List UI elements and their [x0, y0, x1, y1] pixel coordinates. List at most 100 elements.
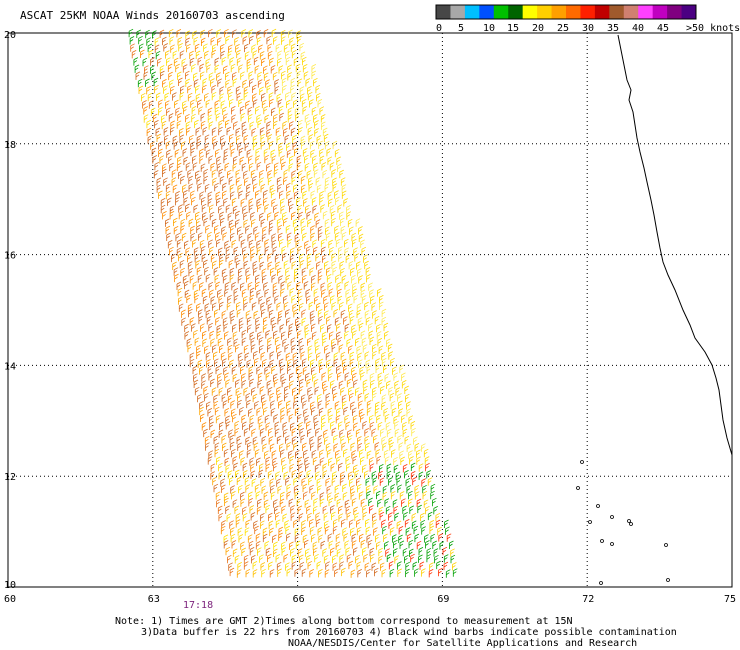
wind-barb [174, 149, 180, 158]
wind-barb [302, 483, 308, 493]
wind-barb [135, 71, 141, 80]
wind-barb [289, 463, 295, 473]
wind-barb [361, 295, 367, 304]
wind-barb [336, 365, 341, 374]
wind-barb [173, 141, 179, 150]
wind-barb [261, 93, 266, 102]
wind-barb [239, 156, 245, 165]
wind-barb [222, 317, 228, 326]
wind-barb [302, 366, 308, 375]
wind-barb [376, 455, 382, 465]
wind-barb [248, 71, 254, 80]
wind-barb [321, 162, 327, 171]
wind-barb [312, 205, 318, 214]
wind-barb [268, 561, 273, 570]
wind-barb [309, 518, 314, 528]
colorbar-swatch [594, 5, 610, 19]
wind-barb [452, 562, 457, 571]
wind-barb [259, 554, 264, 563]
wind-barb [189, 352, 195, 361]
wind-barb [210, 296, 216, 305]
wind-barb [207, 114, 213, 123]
wind-barb [264, 114, 270, 123]
wind-barb [285, 309, 290, 318]
colorbar-swatch [479, 5, 495, 19]
wind-barb [364, 562, 370, 571]
wind-barb [303, 71, 309, 80]
wind-barb [321, 246, 326, 255]
wind-barb [164, 92, 170, 101]
wind-barb [379, 477, 385, 486]
wind-barb [241, 337, 247, 346]
wind-barb [268, 512, 273, 522]
wind-barb [246, 183, 251, 192]
colorbar-label: 35 [607, 23, 619, 34]
wind-barb [243, 295, 248, 305]
wind-barb [289, 37, 294, 46]
wind-barb [358, 226, 363, 235]
wind-barb [301, 394, 306, 403]
wind-barb [295, 317, 300, 326]
wind-barb [404, 470, 409, 479]
wind-barb [166, 149, 171, 158]
wind-barb [230, 315, 236, 325]
wind-barb [178, 303, 184, 312]
wind-barb [259, 86, 264, 95]
wind-barb [316, 352, 321, 361]
wind-barb [352, 330, 357, 339]
wind-barb [384, 331, 389, 340]
wind-barb [221, 226, 226, 235]
wind-barb [286, 99, 291, 109]
wind-barb [186, 294, 191, 303]
wind-barb [374, 408, 380, 417]
wind-barb [253, 267, 258, 276]
wind-barb [212, 344, 217, 353]
wind-barb [213, 351, 218, 360]
wind-barb [332, 471, 337, 480]
wind-barb [251, 387, 256, 396]
wind-barb [186, 127, 191, 136]
wind-barb [214, 274, 220, 283]
wind-barb [434, 554, 439, 564]
wind-barb [276, 478, 281, 487]
wind-barb [333, 518, 338, 528]
wind-barb [287, 239, 292, 248]
wind-barb [301, 140, 306, 150]
wind-barb [176, 247, 182, 256]
wind-barb [228, 91, 233, 101]
wind-barb [324, 302, 329, 311]
wind-barb [323, 429, 328, 438]
wind-barb [257, 379, 263, 389]
wind-barb [307, 126, 313, 136]
wind-barb [218, 168, 224, 178]
wind-barb [156, 133, 162, 142]
wind-barb [243, 253, 248, 262]
wind-barb [187, 84, 192, 94]
wind-barb [393, 372, 399, 381]
wind-barb [271, 155, 277, 164]
wind-barb [439, 541, 445, 550]
wind-barb [185, 37, 190, 46]
wind-barb [297, 330, 302, 339]
wind-barb [204, 435, 210, 445]
wind-barb [223, 323, 229, 332]
wind-barb [210, 162, 216, 172]
wind-barb [294, 147, 299, 157]
wind-barb [281, 161, 286, 170]
wind-barb [278, 275, 283, 284]
lon-label: 69 [437, 594, 449, 605]
wind-barb [249, 294, 255, 303]
wind-barb [210, 378, 215, 387]
wind-barb [281, 70, 286, 80]
wind-barb [389, 568, 395, 578]
wind-barb [304, 456, 309, 466]
wind-barb [227, 470, 233, 479]
wind-barb [383, 322, 389, 332]
wind-barb [293, 184, 298, 193]
wind-barb [273, 414, 278, 423]
wind-barb [411, 513, 417, 522]
wind-barb [267, 253, 272, 262]
wind-barb [328, 198, 333, 207]
wind-barb [256, 240, 261, 249]
wind-barb [273, 541, 278, 550]
